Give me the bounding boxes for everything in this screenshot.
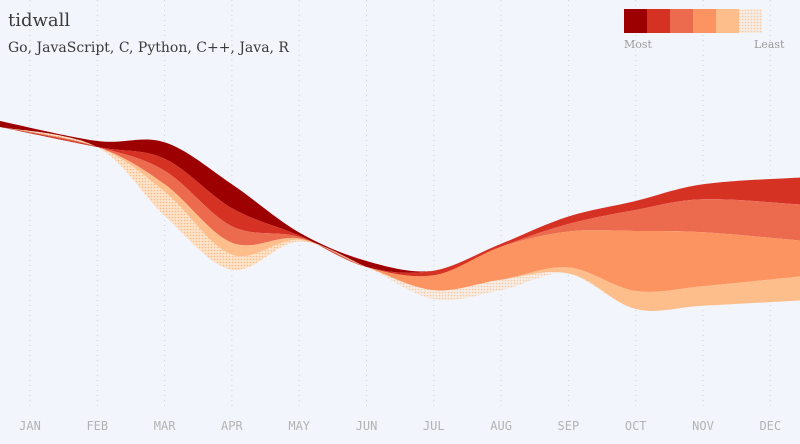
x-tick-label-oct: OCT (625, 419, 647, 433)
stream-layer-5 (0, 127, 800, 311)
x-tick-label-aug: AUG (490, 419, 512, 433)
stream-layer-2 (0, 127, 800, 277)
legend-swatch-6 (739, 9, 762, 33)
chart-subtitle: Go, JavaScript, C, Python, C++, Java, R (8, 40, 289, 56)
x-tick-label-nov: NOV (692, 419, 714, 433)
x-tick-label-dec: DEC (759, 419, 781, 433)
legend-most-label: Most (624, 38, 652, 51)
stream-layer-4 (0, 127, 800, 292)
x-tick-label-may: MAY (288, 419, 310, 433)
x-tick-label-jan: JAN (19, 419, 41, 433)
x-tick-label-feb: FEB (86, 419, 108, 433)
legend-least-label: Least (754, 38, 785, 51)
legend-swatch-1 (624, 9, 647, 33)
x-tick-label-apr: APR (221, 419, 243, 433)
x-tick-label-mar: MAR (154, 419, 176, 433)
chart-title: tidwall (8, 10, 71, 31)
legend-swatches (624, 9, 762, 33)
x-tick-label-jul: JUL (423, 419, 445, 433)
x-tick-label-sep: SEP (558, 419, 580, 433)
x-tick-label-jun: JUN (356, 419, 378, 433)
x-axis-labels: JAN FEB MAR APR MAY JUN JUL AUG SEP OCT NOV DEC (19, 419, 781, 433)
stream-layers (0, 121, 800, 311)
legend-swatch-4 (693, 9, 716, 33)
legend-swatch-2 (647, 9, 670, 33)
legend-swatch-3 (670, 9, 693, 33)
legend-swatch-5 (716, 9, 739, 33)
